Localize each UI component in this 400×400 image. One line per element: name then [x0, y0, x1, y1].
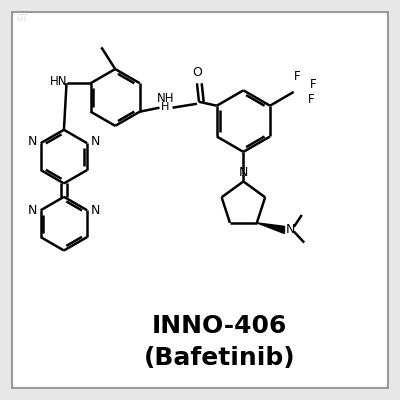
Text: NH: NH [157, 92, 174, 105]
Text: HN: HN [50, 75, 68, 88]
Text: N: N [27, 204, 37, 217]
Text: (Bafetinib): (Bafetinib) [144, 346, 296, 370]
Text: N: N [285, 223, 295, 236]
Text: F: F [308, 93, 315, 106]
Text: N: N [239, 166, 248, 179]
Text: O: O [192, 66, 202, 80]
Polygon shape [257, 223, 284, 234]
Text: INNO-406: INNO-406 [152, 314, 288, 338]
Text: F: F [310, 78, 317, 90]
Text: H: H [161, 102, 170, 112]
Text: N: N [27, 135, 37, 148]
Text: N: N [91, 135, 100, 148]
Text: F: F [294, 70, 300, 83]
Text: GT: GT [17, 14, 28, 23]
Text: N: N [91, 204, 100, 217]
